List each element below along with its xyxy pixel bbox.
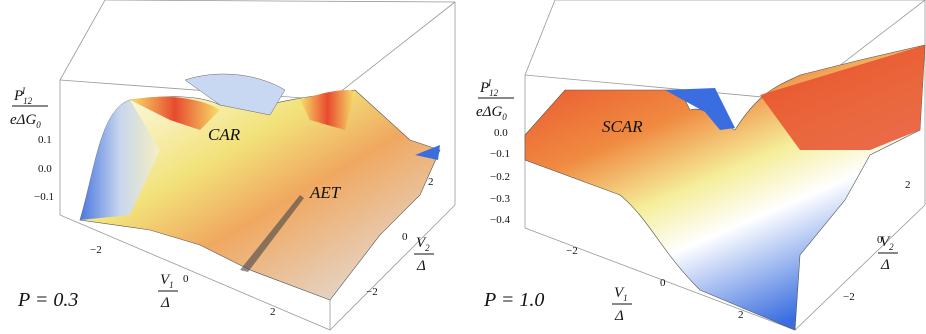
- x-ticks-label: −2: [566, 245, 578, 257]
- x-ticks-label: 0: [660, 277, 666, 289]
- z-label-sup: I: [487, 78, 492, 88]
- surface-left: [80, 100, 160, 220]
- y-ticks-label: 2: [905, 179, 911, 191]
- x-ticks-label: −2: [90, 244, 102, 256]
- axis-label-sub: 1: [623, 293, 628, 303]
- z-label-den: eΔG0: [10, 112, 41, 130]
- z-label-base: P: [479, 80, 489, 96]
- surface-right: [760, 45, 925, 150]
- y-label: V2: [416, 235, 430, 253]
- axis-label-den: Δ: [880, 257, 890, 273]
- panel-left: P12I eΔG0 CAR AET P = 0.3 0.10.0−0.1−202…: [10, 0, 456, 331]
- z-label-sub: 12: [489, 88, 499, 98]
- y-label: V2: [880, 234, 894, 252]
- surface-corner: [415, 145, 440, 160]
- axis-label-sub: 2: [425, 243, 430, 253]
- z-ticks-label: −0.2: [490, 171, 510, 183]
- annotation: SCAR: [602, 117, 643, 136]
- annotation: CAR: [208, 125, 241, 144]
- z-label-sup: I: [21, 86, 26, 96]
- axis-label-base: V: [416, 235, 427, 251]
- x-label: V1: [614, 285, 628, 303]
- z-label-den-sub: 0: [36, 120, 41, 130]
- x-ticks-label: 2: [738, 309, 744, 321]
- z-ticks-label: −0.1: [490, 148, 510, 160]
- z-label-den-sub: 0: [502, 112, 507, 122]
- z-label-den-base: eΔG: [476, 104, 502, 120]
- surface-ridge-2: [300, 90, 355, 130]
- axis-label-den: Δ: [614, 308, 624, 324]
- y-ticks-label: −2: [843, 291, 855, 303]
- y-ticks-label: 0: [402, 231, 408, 243]
- surface-ridge: [130, 96, 220, 130]
- x-label: V1: [160, 272, 174, 290]
- z-label-den-base: eΔG: [10, 112, 36, 128]
- axis-label-sub: 2: [889, 242, 894, 252]
- y-ticks-label: 2: [428, 176, 434, 188]
- z-label-den: eΔG0: [476, 104, 507, 122]
- z-label: P12I: [479, 78, 499, 98]
- axis-label-den: Δ: [416, 258, 426, 274]
- y-ticks-label: 0: [877, 234, 883, 246]
- parameter: P = 1.0: [483, 289, 544, 311]
- surface-back: [184, 73, 286, 116]
- x-ticks-label: 0: [183, 273, 189, 285]
- parameter: P = 0.3: [17, 289, 78, 311]
- surface-dip: [665, 88, 735, 130]
- z-label-base: P: [13, 88, 23, 104]
- axis-label-den: Δ: [160, 295, 170, 311]
- z-ticks-label: 0.0: [38, 163, 52, 175]
- z-ticks-label: −0.1: [34, 191, 54, 203]
- z-ticks-label: −0.3: [490, 193, 510, 205]
- axis-label-sub: 1: [169, 280, 174, 290]
- annotation: AET: [309, 183, 342, 202]
- axis-label-base: V: [160, 272, 171, 288]
- z-label: P12I: [13, 86, 33, 106]
- y-ticks-label: −2: [366, 286, 378, 298]
- axis-label-base: V: [614, 285, 625, 301]
- x-ticks-label: 2: [270, 306, 276, 318]
- panel-right: P12I eΔG0 SCAR P = 1.0 0.0−0.1−0.2−0.3−0…: [476, 0, 926, 331]
- z-ticks-label: 0.0: [494, 127, 508, 139]
- z-label-sub: 12: [23, 96, 33, 106]
- shadow-spike: [240, 195, 304, 272]
- z-ticks-label: −0.4: [490, 214, 510, 226]
- axis-label-base: V: [880, 234, 891, 250]
- z-ticks-label: 0.1: [38, 134, 52, 146]
